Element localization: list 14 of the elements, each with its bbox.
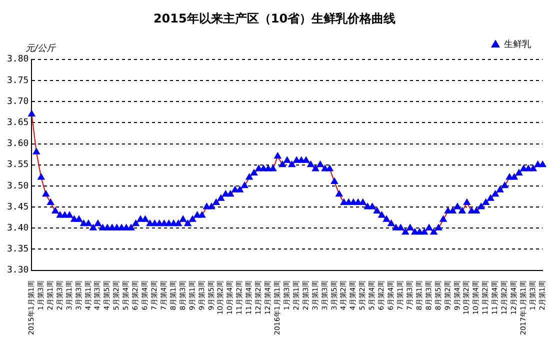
y-tick-label: 3.70 xyxy=(6,96,29,107)
y-tick-label: 3.30 xyxy=(6,266,29,276)
y-tick-label: 3.45 xyxy=(6,202,29,212)
chart-title: 2015年以来主产区（10省）生鲜乳价格曲线 xyxy=(153,11,396,26)
y-tick-label: 3.55 xyxy=(6,160,29,170)
y-axis-title: 元/公斤 xyxy=(26,43,57,54)
y-tick-label: 3.75 xyxy=(6,76,29,86)
legend-label: 生鲜乳 xyxy=(504,39,531,50)
y-tick-label: 3.35 xyxy=(6,244,29,255)
y-tick-label: 3.40 xyxy=(6,223,29,234)
y-tick-label: 3.80 xyxy=(6,54,29,65)
y-tick-label: 3.65 xyxy=(6,118,29,128)
y-tick-label: 3.60 xyxy=(6,139,29,150)
y-tick-label: 3.50 xyxy=(6,181,29,192)
